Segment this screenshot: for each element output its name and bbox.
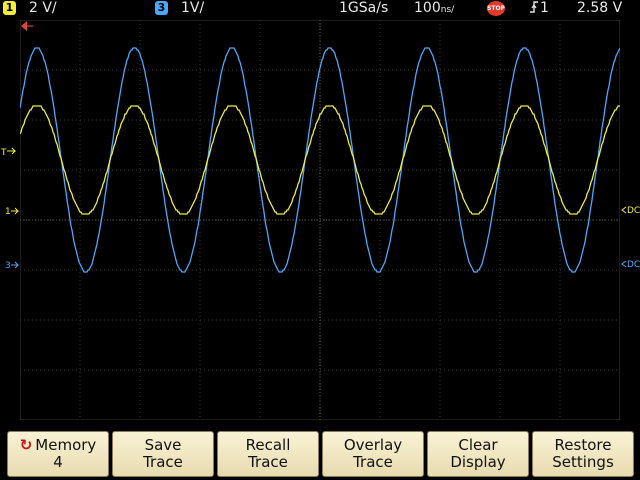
status-bar: 1 2 V/ 3 1V/ 1GSa/s 100ns/ STOP 1 2.58 V <box>0 0 640 17</box>
trigger-edge-icon[interactable] <box>529 0 539 17</box>
channel-1-trace <box>20 105 620 215</box>
channel-1-badge[interactable]: 1 <box>3 1 16 15</box>
channel-1-ground-marker[interactable]: 1 <box>5 207 20 217</box>
trigger-level-marker[interactable]: T <box>0 147 17 158</box>
softkey-label: Recall <box>245 436 291 454</box>
graticule <box>20 20 620 420</box>
sample-rate: 1GSa/s <box>339 0 389 16</box>
softkey-label: Overlay <box>343 436 403 454</box>
channel-1-ground-marker-label: 1 <box>5 207 11 217</box>
trigger-source[interactable]: 1 <box>540 0 549 16</box>
softkey-label: Clear <box>458 436 498 454</box>
channel-3-dc-marker: DC <box>621 260 640 270</box>
memory-softkey[interactable]: ↻ Memory 4 <box>7 431 109 477</box>
trigger-level[interactable]: 2.58 V <box>577 0 623 16</box>
timebase[interactable]: 100ns/ <box>414 0 454 19</box>
restore-settings-softkey[interactable]: Restore Settings <box>532 431 634 477</box>
timebase-unit: ns/ <box>440 5 455 15</box>
channel-3-scale[interactable]: 1V/ <box>181 0 205 16</box>
channel-3-ground-marker-label: 3 <box>5 261 11 271</box>
timebase-value: 100 <box>414 0 441 16</box>
softkey-label: Trace <box>248 453 288 471</box>
channel-3-ground-marker[interactable]: 3 <box>5 261 20 271</box>
softkey-value: 4 <box>53 453 63 471</box>
softkey-label: Settings <box>552 453 614 471</box>
horizontal-position-marker-icon[interactable] <box>21 21 27 31</box>
channel-3-trace <box>20 47 620 273</box>
softkey-label: Memory <box>35 436 97 454</box>
softkey-label: Trace <box>353 453 393 471</box>
trigger-level-marker-label: T <box>0 148 7 158</box>
channel-3-dc-marker-label: DC <box>627 260 640 270</box>
softkey-bar: ↻ Memory 4 Save Trace Recall Trace Overla… <box>0 428 640 480</box>
save-trace-softkey[interactable]: Save Trace <box>112 431 214 477</box>
softkey-label: Save <box>144 436 182 454</box>
softkey-label: Display <box>450 453 506 471</box>
softkey-label: Trace <box>143 453 183 471</box>
softkey-label: Restore <box>554 436 612 454</box>
stop-icon[interactable]: STOP <box>487 1 505 16</box>
channel-1-scale[interactable]: 2 V/ <box>29 0 57 16</box>
channel-3-badge[interactable]: 3 <box>155 1 168 15</box>
recall-icon: ↻ <box>19 436 33 454</box>
waveform-display[interactable] <box>20 20 620 420</box>
recall-trace-softkey[interactable]: Recall Trace <box>217 431 319 477</box>
channel-1-dc-marker: DC <box>621 206 640 216</box>
clear-display-softkey[interactable]: Clear Display <box>427 431 529 477</box>
overlay-trace-softkey[interactable]: Overlay Trace <box>322 431 424 477</box>
channel-1-dc-marker-label: DC <box>627 206 640 216</box>
